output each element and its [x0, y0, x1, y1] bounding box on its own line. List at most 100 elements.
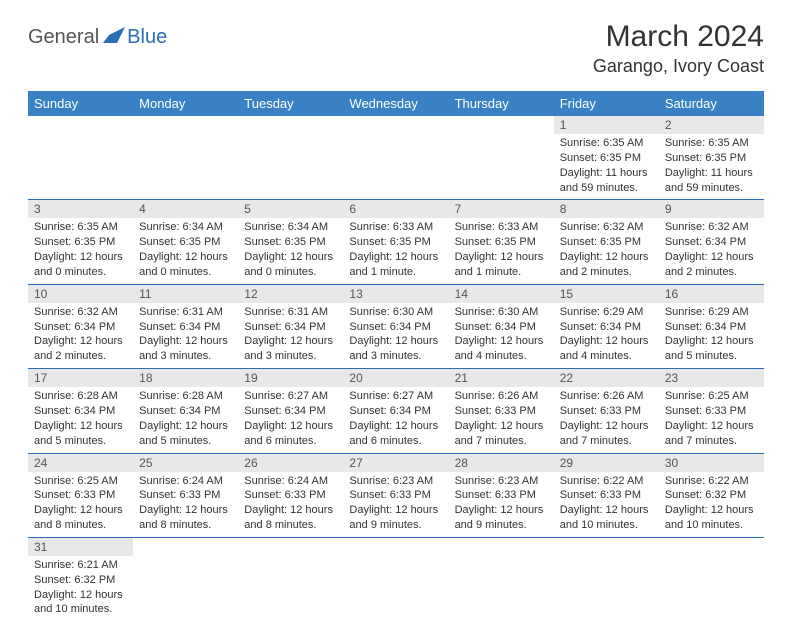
sunset-text: Sunset: 6:35 PM: [349, 235, 442, 250]
day-details: [133, 556, 238, 562]
calendar-table: Sunday Monday Tuesday Wednesday Thursday…: [28, 91, 764, 621]
calendar-cell: 25Sunrise: 6:24 AMSunset: 6:33 PMDayligh…: [133, 453, 238, 537]
sunrise-text: Sunrise: 6:26 AM: [455, 389, 548, 404]
day-number: 31: [28, 538, 133, 556]
sunset-text: Sunset: 6:34 PM: [139, 320, 232, 335]
day-number: [238, 116, 343, 134]
day-details: [449, 556, 554, 562]
day-number: 29: [554, 454, 659, 472]
sunrise-text: Sunrise: 6:34 AM: [244, 220, 337, 235]
calendar-cell: 24Sunrise: 6:25 AMSunset: 6:33 PMDayligh…: [28, 453, 133, 537]
day-details: Sunrise: 6:32 AMSunset: 6:35 PMDaylight:…: [554, 218, 659, 283]
day-details: Sunrise: 6:34 AMSunset: 6:35 PMDaylight:…: [133, 218, 238, 283]
sunset-text: Sunset: 6:35 PM: [560, 151, 653, 166]
daylight-text: Daylight: 12 hours and 3 minutes.: [139, 334, 232, 364]
sunset-text: Sunset: 6:34 PM: [665, 235, 758, 250]
calendar-cell: 5Sunrise: 6:34 AMSunset: 6:35 PMDaylight…: [238, 200, 343, 284]
sunrise-text: Sunrise: 6:23 AM: [455, 474, 548, 489]
daylight-text: Daylight: 12 hours and 5 minutes.: [139, 419, 232, 449]
sunrise-text: Sunrise: 6:25 AM: [665, 389, 758, 404]
weekday-header: Wednesday: [343, 91, 448, 116]
calendar-row: 17Sunrise: 6:28 AMSunset: 6:34 PMDayligh…: [28, 369, 764, 453]
logo-flag-icon: [103, 27, 125, 48]
day-number: [238, 538, 343, 556]
calendar-cell: [554, 537, 659, 621]
calendar-cell: 9Sunrise: 6:32 AMSunset: 6:34 PMDaylight…: [659, 200, 764, 284]
header: General Blue March 2024 Garango, Ivory C…: [28, 20, 764, 77]
sunrise-text: Sunrise: 6:34 AM: [139, 220, 232, 235]
day-number: 16: [659, 285, 764, 303]
weekday-header: Sunday: [28, 91, 133, 116]
sunset-text: Sunset: 6:33 PM: [665, 404, 758, 419]
daylight-text: Daylight: 12 hours and 5 minutes.: [665, 334, 758, 364]
daylight-text: Daylight: 12 hours and 10 minutes.: [665, 503, 758, 533]
calendar-cell: 11Sunrise: 6:31 AMSunset: 6:34 PMDayligh…: [133, 284, 238, 368]
sunrise-text: Sunrise: 6:35 AM: [665, 136, 758, 151]
sunset-text: Sunset: 6:32 PM: [34, 573, 127, 588]
sunrise-text: Sunrise: 6:33 AM: [349, 220, 442, 235]
sunset-text: Sunset: 6:34 PM: [560, 320, 653, 335]
day-number: [343, 538, 448, 556]
day-details: [238, 134, 343, 140]
title-block: March 2024 Garango, Ivory Coast: [593, 20, 764, 77]
sunrise-text: Sunrise: 6:28 AM: [34, 389, 127, 404]
sunrise-text: Sunrise: 6:29 AM: [560, 305, 653, 320]
sunrise-text: Sunrise: 6:27 AM: [244, 389, 337, 404]
calendar-cell: 22Sunrise: 6:26 AMSunset: 6:33 PMDayligh…: [554, 369, 659, 453]
calendar-cell: [28, 116, 133, 200]
day-number: 11: [133, 285, 238, 303]
calendar-cell: 1Sunrise: 6:35 AMSunset: 6:35 PMDaylight…: [554, 116, 659, 200]
sunrise-text: Sunrise: 6:30 AM: [455, 305, 548, 320]
sunset-text: Sunset: 6:35 PM: [455, 235, 548, 250]
sunset-text: Sunset: 6:33 PM: [560, 488, 653, 503]
calendar-cell: [449, 537, 554, 621]
day-number: [659, 538, 764, 556]
calendar-cell: [449, 116, 554, 200]
calendar-cell: [659, 537, 764, 621]
calendar-cell: [238, 116, 343, 200]
calendar-cell: 20Sunrise: 6:27 AMSunset: 6:34 PMDayligh…: [343, 369, 448, 453]
calendar-cell: 14Sunrise: 6:30 AMSunset: 6:34 PMDayligh…: [449, 284, 554, 368]
day-details: Sunrise: 6:28 AMSunset: 6:34 PMDaylight:…: [133, 387, 238, 452]
calendar-row: 24Sunrise: 6:25 AMSunset: 6:33 PMDayligh…: [28, 453, 764, 537]
day-details: Sunrise: 6:27 AMSunset: 6:34 PMDaylight:…: [238, 387, 343, 452]
sunrise-text: Sunrise: 6:26 AM: [560, 389, 653, 404]
daylight-text: Daylight: 12 hours and 4 minutes.: [455, 334, 548, 364]
calendar-cell: 16Sunrise: 6:29 AMSunset: 6:34 PMDayligh…: [659, 284, 764, 368]
day-number: 27: [343, 454, 448, 472]
day-number: 22: [554, 369, 659, 387]
daylight-text: Daylight: 12 hours and 0 minutes.: [34, 250, 127, 280]
calendar-row: 10Sunrise: 6:32 AMSunset: 6:34 PMDayligh…: [28, 284, 764, 368]
day-number: 4: [133, 200, 238, 218]
daylight-text: Daylight: 12 hours and 2 minutes.: [665, 250, 758, 280]
day-number: [343, 116, 448, 134]
day-number: 23: [659, 369, 764, 387]
daylight-text: Daylight: 12 hours and 2 minutes.: [34, 334, 127, 364]
calendar-cell: 13Sunrise: 6:30 AMSunset: 6:34 PMDayligh…: [343, 284, 448, 368]
day-details: [449, 134, 554, 140]
calendar-cell: 3Sunrise: 6:35 AMSunset: 6:35 PMDaylight…: [28, 200, 133, 284]
sunset-text: Sunset: 6:35 PM: [665, 151, 758, 166]
daylight-text: Daylight: 12 hours and 4 minutes.: [560, 334, 653, 364]
calendar-cell: 4Sunrise: 6:34 AMSunset: 6:35 PMDaylight…: [133, 200, 238, 284]
calendar-cell: 26Sunrise: 6:24 AMSunset: 6:33 PMDayligh…: [238, 453, 343, 537]
calendar-cell: 17Sunrise: 6:28 AMSunset: 6:34 PMDayligh…: [28, 369, 133, 453]
day-details: Sunrise: 6:29 AMSunset: 6:34 PMDaylight:…: [554, 303, 659, 368]
day-details: [133, 134, 238, 140]
calendar-cell: 28Sunrise: 6:23 AMSunset: 6:33 PMDayligh…: [449, 453, 554, 537]
daylight-text: Daylight: 12 hours and 9 minutes.: [455, 503, 548, 533]
day-details: Sunrise: 6:28 AMSunset: 6:34 PMDaylight:…: [28, 387, 133, 452]
sunrise-text: Sunrise: 6:23 AM: [349, 474, 442, 489]
sunset-text: Sunset: 6:34 PM: [34, 404, 127, 419]
day-details: Sunrise: 6:33 AMSunset: 6:35 PMDaylight:…: [449, 218, 554, 283]
day-details: Sunrise: 6:22 AMSunset: 6:33 PMDaylight:…: [554, 472, 659, 537]
daylight-text: Daylight: 12 hours and 1 minute.: [349, 250, 442, 280]
day-number: [449, 538, 554, 556]
sunrise-text: Sunrise: 6:27 AM: [349, 389, 442, 404]
daylight-text: Daylight: 12 hours and 0 minutes.: [139, 250, 232, 280]
day-number: [449, 116, 554, 134]
sunset-text: Sunset: 6:33 PM: [349, 488, 442, 503]
day-number: 5: [238, 200, 343, 218]
day-details: Sunrise: 6:22 AMSunset: 6:32 PMDaylight:…: [659, 472, 764, 537]
daylight-text: Daylight: 12 hours and 7 minutes.: [455, 419, 548, 449]
